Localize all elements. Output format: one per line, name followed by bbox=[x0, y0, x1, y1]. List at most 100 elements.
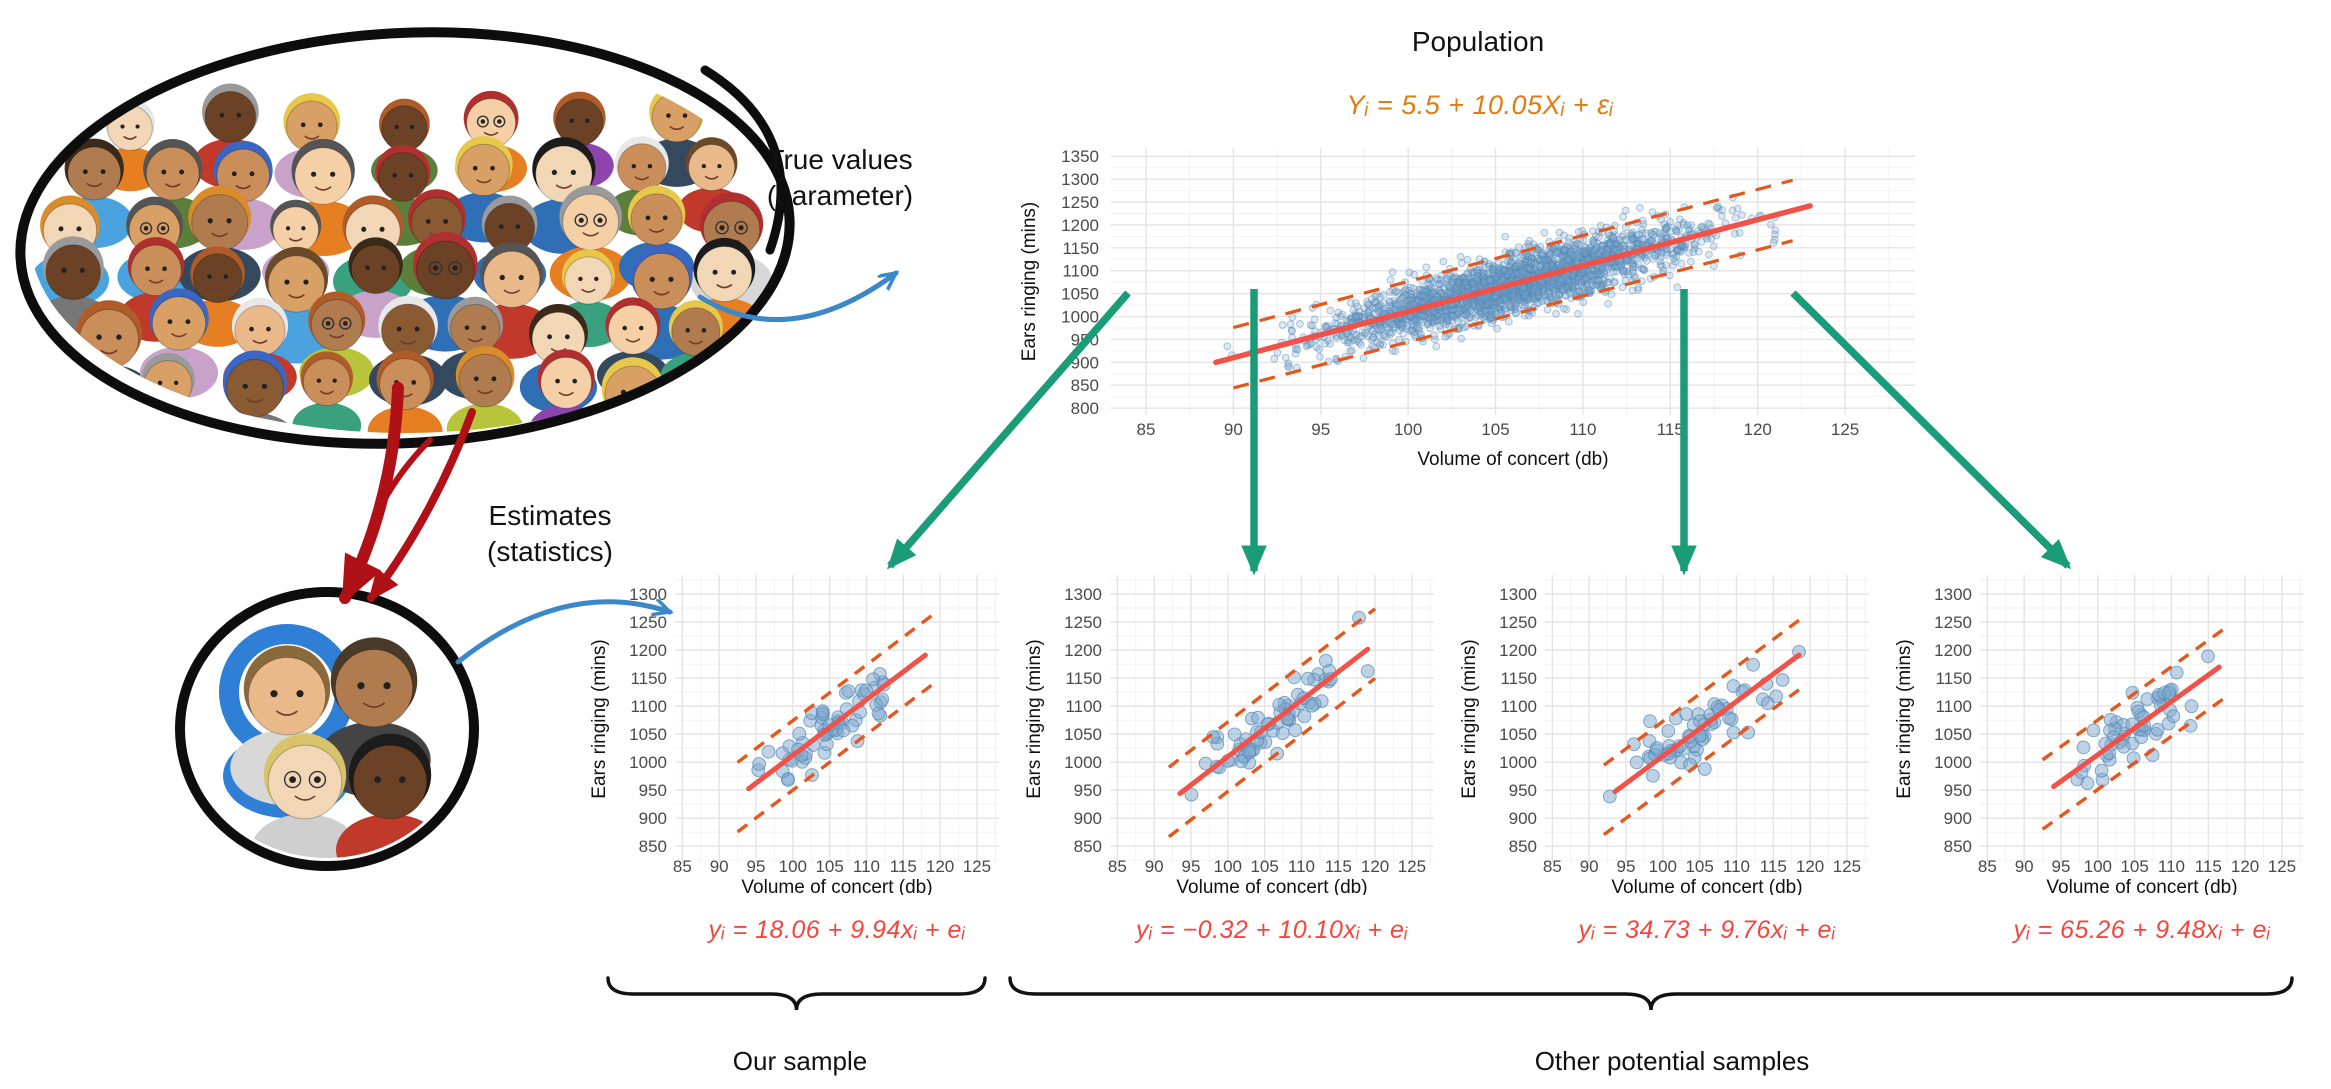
x-axis-title: Volume of concert (db) bbox=[1611, 877, 1802, 895]
svg-text:95: 95 bbox=[1311, 420, 1330, 439]
x-axis-title: Volume of concert (db) bbox=[2046, 877, 2237, 895]
svg-text:900: 900 bbox=[1071, 353, 1099, 372]
population-equation: Yᵢ = 5.5 + 10.05Xᵢ + εᵢ bbox=[1346, 90, 1614, 120]
population-chart: 85 90 95 100 105 110 115 120 125 800 850 900 950 1000… bbox=[1019, 147, 1915, 470]
svg-text:1050: 1050 bbox=[1061, 285, 1099, 304]
svg-text:1200: 1200 bbox=[1934, 641, 1972, 660]
regression-line bbox=[1612, 652, 1802, 795]
person-face bbox=[251, 733, 359, 858]
scatter-points bbox=[1602, 645, 1806, 804]
svg-text:1000: 1000 bbox=[1934, 753, 1972, 772]
regression-line bbox=[746, 652, 928, 792]
our-sample-brace bbox=[606, 976, 987, 1011]
x-axis-title: Volume of concert (db) bbox=[1417, 449, 1608, 470]
person-face bbox=[553, 249, 623, 348]
y-axis-title: Ears ringing (mins) bbox=[1024, 639, 1045, 798]
svg-text:115: 115 bbox=[1657, 420, 1684, 439]
scatter-points bbox=[1223, 193, 1780, 372]
svg-text:115: 115 bbox=[1325, 857, 1352, 876]
y-tick-labels: 850 900 950 1000 1050 1100 1150 1200 1250 1300 bbox=[1934, 585, 1972, 856]
svg-text:1350: 1350 bbox=[1061, 147, 1099, 166]
svg-text:115: 115 bbox=[890, 857, 917, 876]
svg-text:1100: 1100 bbox=[1065, 697, 1102, 716]
sample-chart-4: 85 90 95 100 105 110 115 120 125 850 900 950 1000 105… bbox=[1894, 575, 2304, 895]
sample-chart-1: 85 90 95 100 105 110 115 120 125 850 900 950 1000 105… bbox=[589, 575, 999, 895]
svg-text:950: 950 bbox=[1074, 781, 1102, 800]
svg-text:105: 105 bbox=[2120, 857, 2148, 876]
regression-line bbox=[2051, 664, 2222, 790]
crowd-faces bbox=[30, 83, 774, 433]
svg-text:1000: 1000 bbox=[1499, 753, 1537, 772]
svg-text:850: 850 bbox=[1509, 837, 1537, 856]
svg-text:120: 120 bbox=[1361, 857, 1389, 876]
other-samples-brace bbox=[1008, 976, 2294, 1011]
svg-text:1150: 1150 bbox=[1935, 669, 1972, 688]
svg-text:1200: 1200 bbox=[1064, 641, 1102, 660]
y-axis-title: Ears ringing (mins) bbox=[589, 639, 610, 798]
x-tick-labels: 85 90 95 100 105 110 115 120 125 bbox=[1978, 857, 2296, 876]
y-axis-title: Ears ringing (mins) bbox=[1894, 639, 1915, 798]
svg-text:100: 100 bbox=[1394, 420, 1422, 439]
svg-text:1100: 1100 bbox=[1062, 262, 1099, 281]
svg-text:95: 95 bbox=[1617, 857, 1636, 876]
svg-text:100: 100 bbox=[779, 857, 807, 876]
svg-text:950: 950 bbox=[639, 781, 667, 800]
svg-text:105: 105 bbox=[1481, 420, 1509, 439]
svg-text:95: 95 bbox=[2052, 857, 2071, 876]
svg-text:1200: 1200 bbox=[629, 641, 667, 660]
svg-text:950: 950 bbox=[1509, 781, 1537, 800]
svg-text:900: 900 bbox=[1944, 809, 1972, 828]
ellipse-sketch-stroke bbox=[700, 65, 786, 255]
x-tick-labels: 85 90 95 100 105 110 115 120 125 bbox=[1136, 420, 1859, 439]
svg-text:125: 125 bbox=[963, 857, 991, 876]
svg-text:1300: 1300 bbox=[1934, 585, 1972, 604]
x-tick-labels: 85 90 95 100 105 110 115 120 125 bbox=[1543, 857, 1861, 876]
confidence-band bbox=[1232, 178, 1794, 390]
svg-text:1250: 1250 bbox=[1499, 613, 1537, 632]
svg-text:110: 110 bbox=[1569, 420, 1596, 439]
our-sample-label: Our sample bbox=[732, 1046, 868, 1076]
svg-text:90: 90 bbox=[1145, 857, 1164, 876]
svg-text:90: 90 bbox=[1224, 420, 1243, 439]
svg-text:85: 85 bbox=[1543, 857, 1562, 876]
svg-text:125: 125 bbox=[1833, 857, 1861, 876]
svg-text:100: 100 bbox=[1214, 857, 1242, 876]
svg-text:1050: 1050 bbox=[1934, 725, 1972, 744]
svg-text:85: 85 bbox=[1108, 857, 1127, 876]
svg-text:1250: 1250 bbox=[1061, 193, 1099, 212]
svg-text:800: 800 bbox=[1071, 399, 1099, 418]
svg-text:100: 100 bbox=[2084, 857, 2112, 876]
svg-text:1050: 1050 bbox=[1064, 725, 1102, 744]
svg-text:90: 90 bbox=[1580, 857, 1599, 876]
svg-text:115: 115 bbox=[1760, 857, 1787, 876]
svg-text:100: 100 bbox=[1649, 857, 1677, 876]
sample-3-equation: yᵢ = 34.73 + 9.76xᵢ + eᵢ bbox=[1578, 916, 1836, 944]
sample-faces bbox=[219, 624, 444, 858]
svg-text:90: 90 bbox=[2015, 857, 2034, 876]
x-tick-labels: 85 90 95 100 105 110 115 120 125 bbox=[673, 857, 991, 876]
svg-text:1000: 1000 bbox=[629, 753, 667, 772]
population-crowd-illustration bbox=[15, 27, 795, 449]
svg-text:85: 85 bbox=[1978, 857, 1997, 876]
svg-text:1300: 1300 bbox=[629, 585, 667, 604]
svg-text:850: 850 bbox=[1944, 837, 1972, 856]
svg-text:1300: 1300 bbox=[1064, 585, 1102, 604]
svg-text:1000: 1000 bbox=[1064, 753, 1102, 772]
grid bbox=[1545, 575, 1869, 863]
y-tick-labels: 850 900 950 1000 1050 1100 1150 1200 1250 1300 bbox=[629, 585, 667, 856]
other-potential-samples-label: Other potential samples bbox=[1534, 1046, 1810, 1076]
svg-text:85: 85 bbox=[673, 857, 692, 876]
svg-text:1250: 1250 bbox=[1934, 613, 1972, 632]
y-tick-labels: 850 900 950 1000 1050 1100 1150 1200 1250 1300 bbox=[1499, 585, 1537, 856]
svg-text:125: 125 bbox=[1831, 420, 1859, 439]
svg-text:105: 105 bbox=[815, 857, 843, 876]
svg-text:900: 900 bbox=[639, 809, 667, 828]
svg-text:1200: 1200 bbox=[1499, 641, 1537, 660]
svg-text:1150: 1150 bbox=[1500, 669, 1537, 688]
svg-text:95: 95 bbox=[747, 857, 766, 876]
svg-text:850: 850 bbox=[639, 837, 667, 856]
svg-text:110: 110 bbox=[1723, 857, 1750, 876]
svg-text:85: 85 bbox=[1136, 420, 1155, 439]
person-face bbox=[281, 138, 365, 257]
svg-text:1300: 1300 bbox=[1499, 585, 1537, 604]
